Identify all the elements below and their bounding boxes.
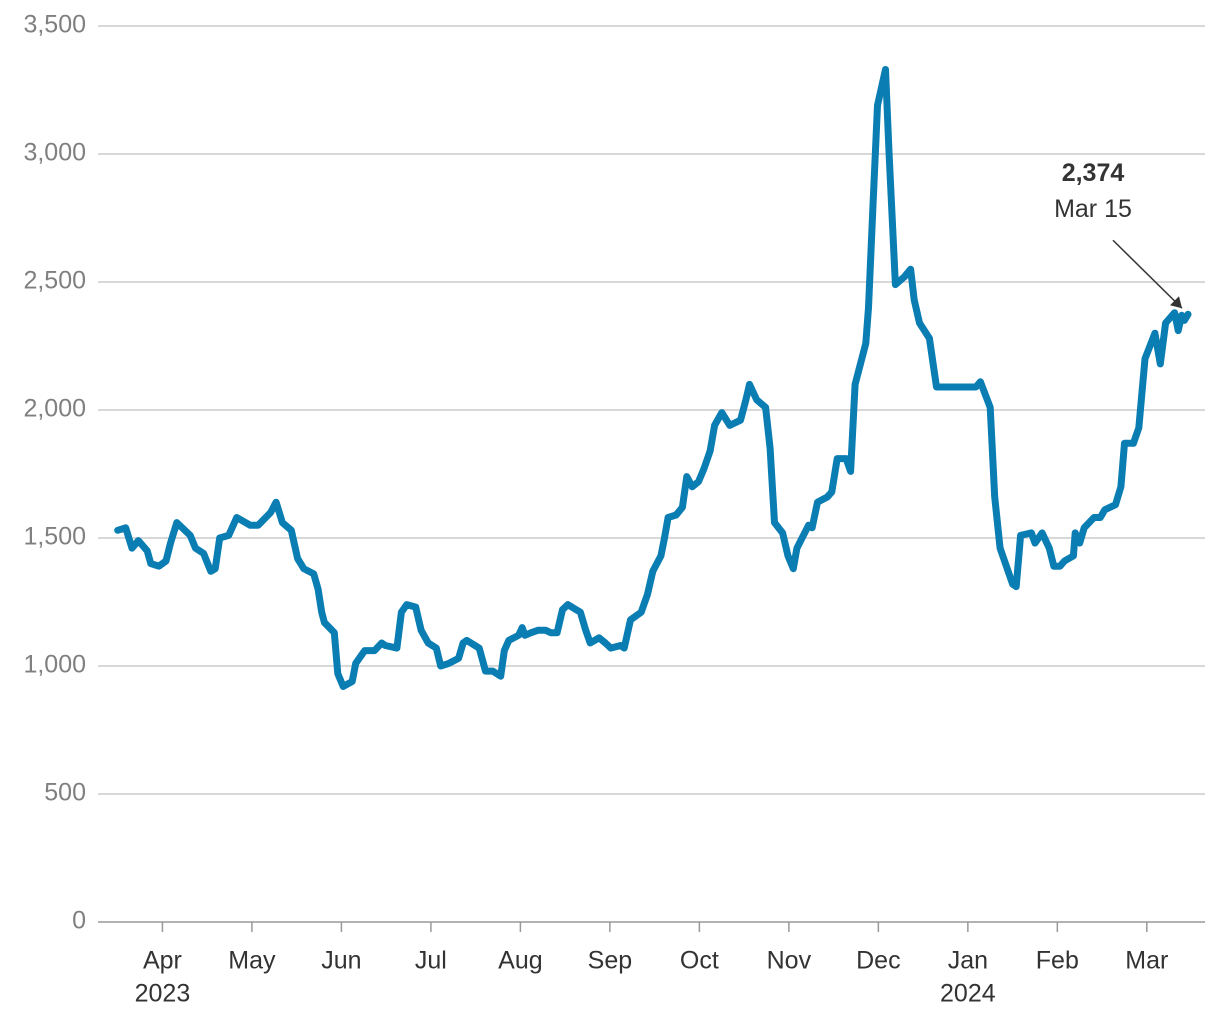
annotation-value: 2,374 <box>1062 159 1125 187</box>
x-tick-label: Jan <box>948 947 988 975</box>
y-tick-label: 3,000 <box>23 139 86 167</box>
x-tick-label: Aug <box>498 947 542 975</box>
x-tick-label: Jun <box>321 947 361 975</box>
year-label: 2023 <box>135 980 191 1008</box>
y-tick-label: 1,500 <box>23 523 86 551</box>
y-tick-label: 2,000 <box>23 395 86 423</box>
y-tick-label: 0 <box>72 907 86 935</box>
x-tick-label: Apr <box>143 947 182 975</box>
x-tick-label: Jul <box>415 947 447 975</box>
y-tick-label: 2,500 <box>23 267 86 295</box>
x-tick-label: Nov <box>767 947 812 975</box>
year-label: 2024 <box>940 980 996 1008</box>
x-tick-label: Dec <box>856 947 900 975</box>
x-tick-label: Oct <box>680 947 719 975</box>
annotation-date: Mar 15 <box>1054 195 1132 223</box>
y-tick-label: 1,000 <box>23 651 86 679</box>
x-tick-label: Feb <box>1036 947 1079 975</box>
y-tick-label: 3,500 <box>23 11 86 39</box>
x-tick-label: Mar <box>1125 947 1168 975</box>
annotation-arrow <box>1112 239 1183 309</box>
x-tick-label: May <box>228 947 276 975</box>
line <box>114 66 1192 690</box>
arrow-head <box>1169 296 1182 309</box>
x-tick-label: Sep <box>588 947 632 975</box>
y-tick-label: 500 <box>44 779 86 807</box>
